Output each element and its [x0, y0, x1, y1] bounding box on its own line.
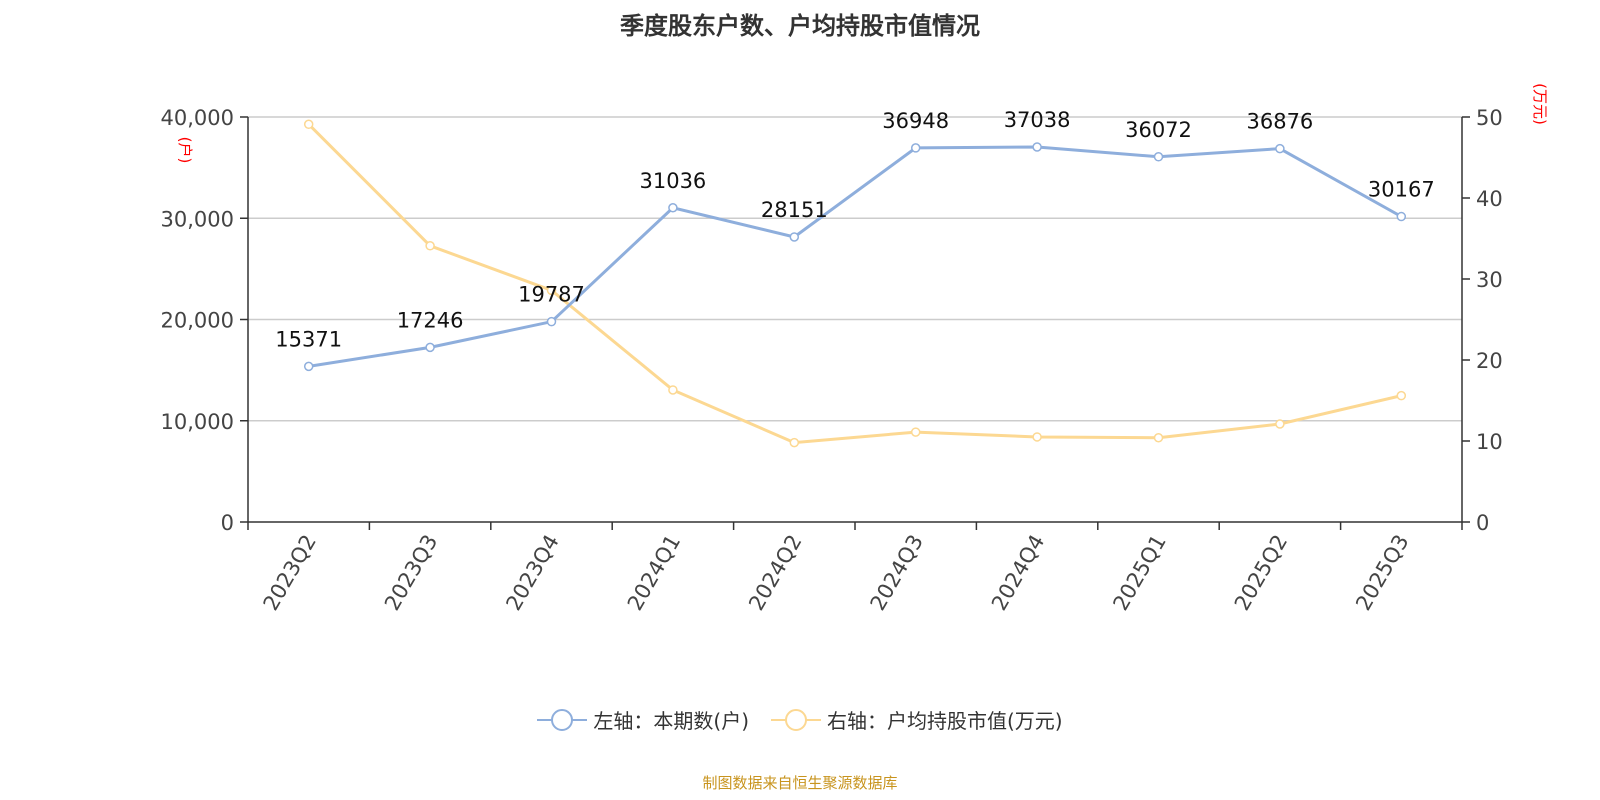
x-tick-label: 2024Q4	[987, 531, 1049, 615]
x-tick-label: 2024Q3	[866, 531, 928, 615]
data-point	[303, 361, 314, 372]
data-point	[1032, 432, 1042, 442]
legend-label: 右轴：户均持股市值(万元)	[827, 709, 1063, 733]
data-point	[789, 437, 800, 448]
data-label: 37038	[1004, 108, 1071, 132]
right-tick-label: 10	[1476, 430, 1503, 454]
legend-item-households[interactable]: 左轴：本期数(户)	[537, 705, 749, 734]
data-label: 19787	[518, 283, 585, 307]
data-point	[668, 385, 678, 395]
x-tick-label: 2023Q3	[380, 531, 442, 615]
x-tick-label: 2024Q2	[744, 531, 806, 615]
left-tick-label: 10,000	[161, 410, 234, 434]
data-point	[910, 427, 921, 437]
left-axis-label: (户)	[176, 137, 194, 164]
data-point	[1275, 419, 1285, 429]
data-point	[1396, 211, 1407, 222]
data-point	[1153, 433, 1164, 443]
data-point	[546, 285, 557, 296]
x-tick-label: 2025Q2	[1230, 531, 1292, 615]
data-point	[303, 119, 314, 130]
data-label: 31036	[639, 169, 706, 193]
left-tick-label: 40,000	[161, 106, 234, 130]
data-point	[1032, 142, 1042, 152]
right-tick-label: 30	[1476, 268, 1503, 292]
data-label: 30167	[1368, 178, 1435, 202]
data-point	[668, 203, 678, 213]
data-point	[1396, 390, 1407, 401]
legend: 左轴：本期数(户) 右轴：户均持股市值(万元)	[0, 705, 1600, 734]
left-tick-label: 30,000	[161, 207, 234, 231]
data-label: 28151	[761, 198, 828, 222]
right-tick-label: 50	[1476, 106, 1503, 130]
left-tick-label: 20,000	[161, 309, 234, 333]
legend-line-marker-yellow	[771, 708, 821, 731]
data-point	[425, 241, 435, 251]
x-tick-label: 2023Q2	[259, 531, 321, 615]
source-note: 制图数据来自恒生聚源数据库	[702, 774, 898, 792]
x-tick-label: 2023Q4	[501, 531, 563, 615]
series-line	[307, 123, 1402, 445]
data-point	[425, 342, 435, 353]
chart-title: 季度股东户数、户均持股市值情况	[620, 12, 980, 40]
data-label: 17246	[397, 308, 464, 332]
right-tick-label: 20	[1476, 349, 1503, 373]
legend-label: 左轴：本期数(户)	[593, 709, 749, 733]
data-label: 15371	[275, 327, 342, 351]
data-label: 36072	[1125, 118, 1192, 142]
data-label: 36876	[1246, 110, 1313, 134]
x-tick-label: 2024Q1	[623, 531, 685, 615]
data-label: 36948	[882, 109, 949, 133]
data-point	[546, 316, 557, 327]
right-tick-label: 40	[1476, 187, 1503, 211]
left-tick-label: 0	[221, 511, 234, 535]
data-point	[789, 232, 800, 242]
x-tick-label: 2025Q1	[1108, 531, 1170, 615]
data-point	[910, 143, 921, 153]
legend-item-avg-value[interactable]: 右轴：户均持股市值(万元)	[771, 705, 1063, 734]
right-axis-label: (万元)	[1531, 83, 1549, 125]
x-tick-label: 2025Q3	[1351, 531, 1413, 615]
series-line	[308, 145, 1403, 368]
data-point	[1153, 152, 1164, 162]
data-point	[1275, 143, 1285, 154]
legend-line-marker-blue	[537, 708, 588, 731]
right-tick-label: 0	[1476, 511, 1489, 535]
